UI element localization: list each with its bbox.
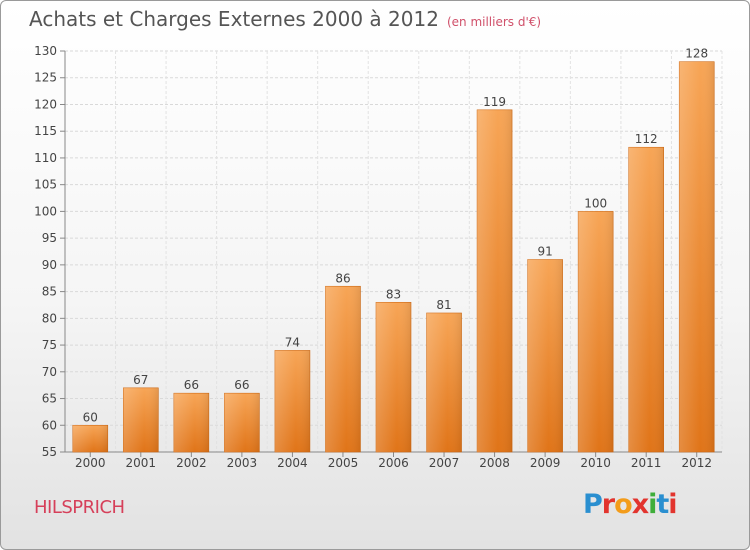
x-tick-label: 2011 (631, 456, 662, 470)
commune-name: HILSPRICH (34, 497, 125, 518)
bar-shade (628, 147, 664, 453)
bar-shade (173, 393, 209, 452)
bar-value-label: 100 (584, 196, 607, 210)
logo-letter: r (601, 489, 615, 520)
bar-shade (477, 109, 513, 453)
x-tick-label: 2001 (126, 456, 157, 470)
x-tick-label: 2008 (479, 456, 510, 470)
y-tick-label: 75 (42, 338, 57, 352)
y-tick-label: 100 (34, 204, 57, 218)
bar-shade (679, 61, 715, 453)
x-tick-label: 2005 (328, 456, 359, 470)
data-labels: 60 67 66 66 74 86 83 81 119 91 100 112 128 (83, 47, 709, 425)
logo-letter: P (583, 489, 603, 520)
x-tick-label: 2002 (176, 456, 207, 470)
x-tick-label: 2007 (429, 456, 460, 470)
x-tick-label: 2006 (378, 456, 409, 470)
logo-letter: t (656, 489, 669, 520)
logo-letter: o (614, 489, 633, 520)
bar-value-label: 81 (436, 298, 451, 312)
y-tick-label: 65 (42, 392, 57, 406)
bar-shade (426, 312, 462, 452)
y-tick-label: 95 (42, 231, 57, 245)
y-tick-label: 70 (42, 365, 57, 379)
bar-value-label: 74 (285, 335, 300, 349)
x-tick-label: 2012 (681, 456, 712, 470)
y-tick-label: 60 (42, 418, 57, 432)
y-tick-label: 110 (34, 151, 57, 165)
bar-shade (274, 350, 310, 452)
bar-shade (224, 393, 260, 452)
bar-value-label: 119 (483, 95, 506, 109)
chart-subtitle: (en milliers d'€) (446, 15, 542, 29)
bar-value-label: 66 (184, 378, 199, 392)
logo-letter: i (648, 489, 657, 520)
y-tick-label: 90 (42, 258, 57, 272)
x-tick-label: 2000 (75, 456, 106, 470)
x-tick-label: 2004 (277, 456, 308, 470)
bar-value-label: 67 (133, 373, 148, 387)
y-tick-label: 120 (34, 97, 57, 111)
y-tick-label: 55 (42, 445, 57, 459)
x-tick-label: 2009 (530, 456, 561, 470)
bar-value-label: 91 (537, 245, 552, 259)
proxiti-logo[interactable]: Proxiti (583, 489, 678, 520)
y-tick-label: 80 (42, 311, 57, 325)
bar-value-label: 83 (386, 287, 401, 301)
y-tick-label: 130 (34, 44, 57, 58)
bar-value-label: 112 (635, 132, 658, 146)
y-tick-label: 105 (34, 178, 57, 192)
chart-title: Achats et Charges Externes 2000 à 2012 (e… (29, 7, 541, 31)
bar-shade (123, 387, 159, 452)
y-tick-label: 125 (34, 71, 57, 85)
y-tick-label: 85 (42, 285, 57, 299)
chart-title-text: Achats et Charges Externes 2000 à 2012 (29, 7, 439, 31)
bar-shade (72, 425, 108, 452)
logo-letter: x (631, 489, 649, 520)
bars (72, 61, 715, 453)
bar-value-label: 66 (234, 378, 249, 392)
bar-value-label: 128 (685, 47, 708, 61)
bar-value-label: 86 (335, 271, 350, 285)
x-tick-label: 2010 (580, 456, 611, 470)
x-tick-label: 2003 (227, 456, 258, 470)
bar-value-label: 60 (83, 410, 98, 424)
bar-shade (376, 302, 411, 452)
bar-shade (527, 259, 563, 452)
logo-letter: i (668, 489, 677, 520)
y-tick-label: 115 (34, 124, 57, 138)
bar-shade (578, 211, 614, 452)
bar-shade (325, 286, 361, 452)
